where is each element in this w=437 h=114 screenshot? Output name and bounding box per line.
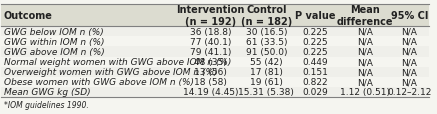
Text: 30 (16.5): 30 (16.5) xyxy=(246,27,287,36)
Text: N/A: N/A xyxy=(357,27,372,36)
Text: 0.12–2.12: 0.12–2.12 xyxy=(387,88,432,97)
Text: 19 (61): 19 (61) xyxy=(250,78,283,87)
Text: Intervention
(n = 192): Intervention (n = 192) xyxy=(177,5,245,27)
Text: N/A: N/A xyxy=(357,68,372,76)
Text: GWG above IOM n (%): GWG above IOM n (%) xyxy=(3,48,104,56)
Text: N/A: N/A xyxy=(402,38,417,46)
Text: N/A: N/A xyxy=(357,58,372,66)
Text: Mean GWG kg (SD): Mean GWG kg (SD) xyxy=(3,88,90,97)
Text: 1.12 (0.51): 1.12 (0.51) xyxy=(340,88,389,97)
Text: 79 (41.1): 79 (41.1) xyxy=(190,48,232,56)
Text: N/A: N/A xyxy=(402,27,417,36)
Text: P value: P value xyxy=(295,11,336,21)
Text: N/A: N/A xyxy=(357,48,372,56)
Text: 13 (56): 13 (56) xyxy=(194,68,227,76)
Text: Mean
difference: Mean difference xyxy=(336,5,393,27)
Text: N/A: N/A xyxy=(402,68,417,76)
Text: 61 (33.5): 61 (33.5) xyxy=(246,38,287,46)
Text: Outcome: Outcome xyxy=(3,11,52,21)
Text: Normal weight women with GWG above IOM n (%): Normal weight women with GWG above IOM n… xyxy=(3,58,231,66)
Text: 77 (40.1): 77 (40.1) xyxy=(190,38,232,46)
Text: 0.822: 0.822 xyxy=(303,78,328,87)
Text: 0.225: 0.225 xyxy=(303,48,328,56)
FancyBboxPatch shape xyxy=(1,27,429,37)
Text: 18 (58): 18 (58) xyxy=(194,78,227,87)
Text: 15.31 (5.38): 15.31 (5.38) xyxy=(238,88,294,97)
Text: N/A: N/A xyxy=(402,58,417,66)
Text: Obese women with GWG above IOM n (%): Obese women with GWG above IOM n (%) xyxy=(3,78,194,87)
Text: Overweight women with GWG above IOM n (%): Overweight women with GWG above IOM n (%… xyxy=(3,68,217,76)
Text: 95% CI: 95% CI xyxy=(391,11,428,21)
Text: N/A: N/A xyxy=(402,78,417,87)
Text: N/A: N/A xyxy=(357,78,372,87)
Text: Control
(n = 182): Control (n = 182) xyxy=(241,5,292,27)
Text: GWG below IOM n (%): GWG below IOM n (%) xyxy=(3,27,103,36)
Text: 17 (81): 17 (81) xyxy=(250,68,283,76)
Text: 0.029: 0.029 xyxy=(302,88,328,97)
Text: N/A: N/A xyxy=(357,38,372,46)
Text: GWG within IOM n (%): GWG within IOM n (%) xyxy=(3,38,104,46)
Text: 0.151: 0.151 xyxy=(302,68,328,76)
Text: 91 (50.0): 91 (50.0) xyxy=(246,48,287,56)
Text: 0.225: 0.225 xyxy=(303,27,328,36)
FancyBboxPatch shape xyxy=(1,67,429,77)
Text: 14.19 (4.45): 14.19 (4.45) xyxy=(183,88,239,97)
Text: 0.449: 0.449 xyxy=(303,58,328,66)
Text: 55 (42): 55 (42) xyxy=(250,58,283,66)
FancyBboxPatch shape xyxy=(1,5,429,27)
Text: 0.225: 0.225 xyxy=(303,38,328,46)
Text: N/A: N/A xyxy=(402,48,417,56)
FancyBboxPatch shape xyxy=(1,47,429,57)
Text: 48 (35): 48 (35) xyxy=(194,58,227,66)
Text: 36 (18.8): 36 (18.8) xyxy=(190,27,232,36)
FancyBboxPatch shape xyxy=(1,87,429,97)
Text: *IOM guidelines 1990.: *IOM guidelines 1990. xyxy=(3,100,88,109)
